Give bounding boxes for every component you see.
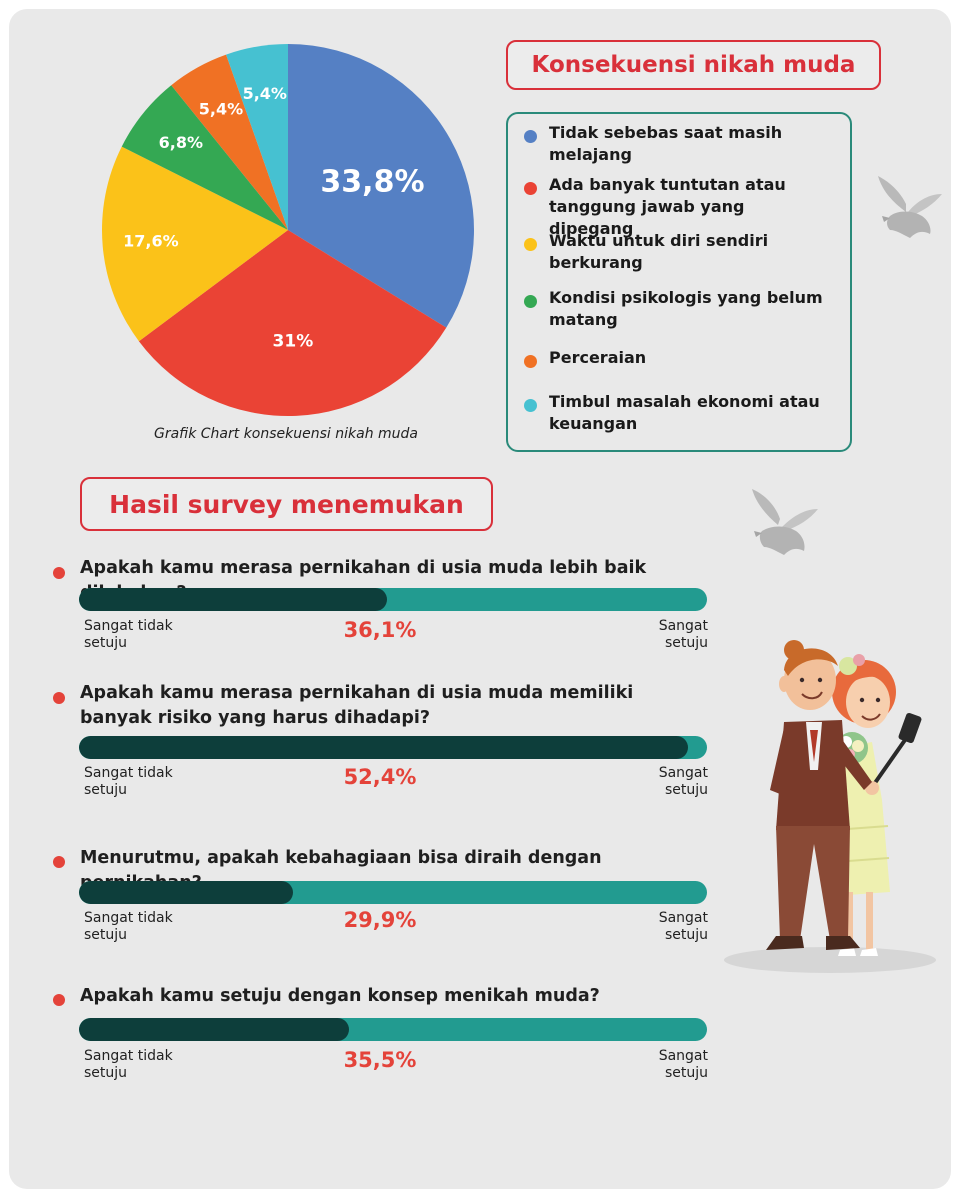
- scale-label-left: Sangat tidak setuju: [84, 618, 173, 651]
- survey-title-text: Hasil survey menemukan: [109, 489, 464, 519]
- survey-title: Hasil survey menemukan: [80, 477, 493, 531]
- legend-item: Ada banyak tuntutan atau tanggung jawab …: [524, 174, 834, 240]
- legend-label: Timbul masalah ekonomi atau keuangan: [549, 392, 820, 433]
- bullet-dot: [53, 856, 65, 868]
- legend-item: Tidak sebebas saat masih melajang: [524, 122, 834, 166]
- legend-title-text: Konsekuensi nikah muda: [531, 52, 856, 78]
- scale-label-right: Sangat setuju: [658, 910, 708, 943]
- scale-label-left: Sangat tidak setuju: [84, 1048, 173, 1081]
- legend-dot: [524, 295, 537, 308]
- scale-label-right: Sangat setuju: [658, 1048, 708, 1081]
- pie-slice-label: 31%: [273, 331, 314, 351]
- scale-label-left: Sangat tidak setuju: [84, 765, 173, 798]
- scale-label-right: Sangat setuju: [658, 765, 708, 798]
- response-bar-fill: [79, 736, 689, 759]
- dove-icon: [878, 176, 942, 238]
- pie-slice-label: 6,8%: [159, 133, 203, 152]
- survey-percentage: 52,4%: [343, 765, 417, 789]
- scale-label-left: Sangat tidak setuju: [84, 910, 173, 943]
- legend-item: Timbul masalah ekonomi atau keuangan: [524, 391, 834, 435]
- response-bar-fill: [79, 1018, 350, 1041]
- survey-question: Apakah kamu setuju dengan konsep menikah…: [80, 986, 600, 1006]
- response-bar-fill: [79, 881, 293, 904]
- legend-dot: [524, 355, 537, 368]
- survey-percentage: 35,5%: [343, 1048, 417, 1072]
- pie-chart: 33,8% 31% 17,6% 6,8% 5,4%5,4%: [102, 44, 474, 416]
- chart-caption: Grafik Chart konsekuensi nikah muda: [153, 426, 418, 442]
- couple-selfie-illustration: [724, 640, 936, 973]
- survey-question: Apakah kamu merasa pernikahan di usia mu…: [80, 683, 634, 728]
- response-bar: [79, 1018, 707, 1041]
- response-bar: [79, 736, 707, 759]
- legend-label: Tidak sebebas saat masih melajang: [549, 123, 783, 164]
- response-bar: [79, 588, 707, 611]
- survey-percentage: 29,9%: [343, 908, 417, 932]
- bullet-dot: [53, 692, 65, 704]
- pie-slice-label: 33,8%: [320, 164, 424, 199]
- chart-legend: Tidak sebebas saat masih melajang Ada ba…: [506, 112, 852, 452]
- pie-slice: [102, 146, 288, 342]
- response-bar-fill: [79, 588, 387, 611]
- legend-dot: [524, 399, 537, 412]
- dove-icon: [752, 489, 818, 555]
- legend-label: Waktu untuk diri sendiri berkurang: [549, 231, 769, 272]
- pie-slice: [288, 44, 474, 328]
- legend-dot: [524, 238, 537, 251]
- legend-label: Kondisi psikologis yang belum matang: [549, 288, 823, 329]
- bullet-dot: [53, 994, 65, 1006]
- response-bar: [79, 881, 707, 904]
- legend-label: Perceraian: [549, 348, 647, 367]
- pie-slice-label: 17,6%: [123, 232, 179, 251]
- survey-percentage: 36,1%: [343, 618, 417, 642]
- pie-slice: [138, 230, 447, 416]
- legend-label: Ada banyak tuntutan atau tanggung jawab …: [549, 175, 786, 238]
- bullet-dot: [53, 567, 65, 579]
- pie-slice-label: 5,4%: [199, 99, 243, 118]
- pie-slice: [226, 44, 288, 230]
- pie-slice-label: 5,4%: [243, 84, 287, 103]
- pie-slice: [121, 85, 288, 230]
- legend-item: Kondisi psikologis yang belum matang: [524, 287, 834, 331]
- pie-slice: [171, 54, 288, 230]
- legend-title: Konsekuensi nikah muda: [506, 40, 881, 90]
- scale-label-right: Sangat setuju: [658, 618, 708, 651]
- legend-item: Waktu untuk diri sendiri berkurang: [524, 230, 834, 274]
- legend-dot: [524, 130, 537, 143]
- legend-dot: [524, 182, 537, 195]
- legend-item: Perceraian: [524, 347, 834, 369]
